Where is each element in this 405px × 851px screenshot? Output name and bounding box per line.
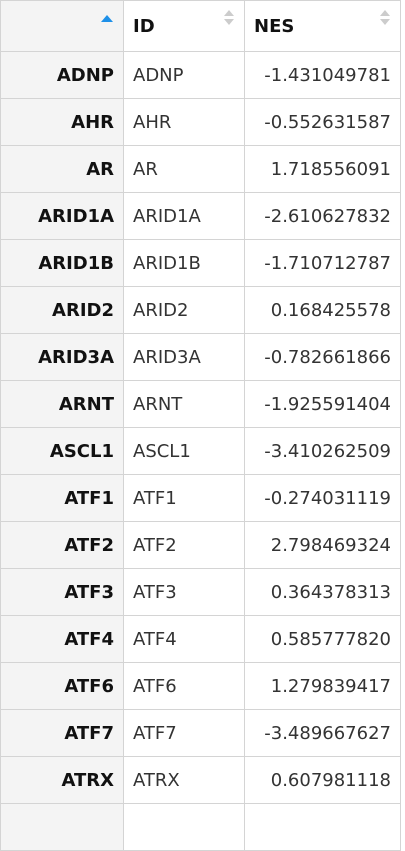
id-header-label: ID xyxy=(133,15,155,37)
rowname-column-header[interactable] xyxy=(0,0,124,52)
row-name-cell: ASCL1 xyxy=(0,427,124,475)
nes-cell: -0.782661866 xyxy=(244,333,401,381)
id-cell: ATF2 xyxy=(123,521,245,569)
nes-cell: -1.431049781 xyxy=(244,51,401,99)
id-cell: ARID1B xyxy=(123,239,245,287)
id-cell: ATF7 xyxy=(123,709,245,757)
sort-both-icon[interactable] xyxy=(380,10,390,26)
table-row[interactable]: ARID2 ARID2 0.168425578 xyxy=(0,286,401,334)
nes-column-header[interactable]: NES xyxy=(244,0,401,52)
nes-cell: -1.710712787 xyxy=(244,239,401,287)
table-row[interactable] xyxy=(0,803,401,851)
table-row[interactable]: ATF2 ATF2 2.798469324 xyxy=(0,521,401,569)
nes-cell: -1.925591404 xyxy=(244,380,401,428)
table-body: ADNP ADNP -1.431049781 AHR AHR -0.552631587 AR… xyxy=(0,51,401,851)
row-name-cell: ARID1B xyxy=(0,239,124,287)
table-row[interactable]: AR AR 1.718556091 xyxy=(0,145,401,193)
nes-cell: 0.585777820 xyxy=(244,615,401,663)
table-row[interactable]: ARID1B ARID1B -1.710712787 xyxy=(0,239,401,287)
row-name-cell: ATRX xyxy=(0,756,124,804)
table-row[interactable]: AHR AHR -0.552631587 xyxy=(0,98,401,146)
row-name-cell: ARID3A xyxy=(0,333,124,381)
nes-cell: 0.168425578 xyxy=(244,286,401,334)
table-row[interactable]: ARID1A ARID1A -2.610627832 xyxy=(0,192,401,240)
nes-cell: 1.279839417 xyxy=(244,662,401,710)
row-name-cell: ADNP xyxy=(0,51,124,99)
sort-ascending-icon[interactable] xyxy=(101,15,113,31)
id-cell: ATF1 xyxy=(123,474,245,522)
nes-cell: 1.718556091 xyxy=(244,145,401,193)
table-row[interactable]: ATF1 ATF1 -0.274031119 xyxy=(0,474,401,522)
table-row[interactable]: ADNP ADNP -1.431049781 xyxy=(0,51,401,99)
row-name-cell: ARNT xyxy=(0,380,124,428)
table-row[interactable]: ATF7 ATF7 -3.489667627 xyxy=(0,709,401,757)
row-name-cell: AR xyxy=(0,145,124,193)
nes-cell: -2.610627832 xyxy=(244,192,401,240)
row-name-cell: ATF3 xyxy=(0,568,124,616)
row-name-cell: ATF1 xyxy=(0,474,124,522)
id-cell: ARNT xyxy=(123,380,245,428)
nes-cell: -0.552631587 xyxy=(244,98,401,146)
table-row[interactable]: ARID3A ARID3A -0.782661866 xyxy=(0,333,401,381)
empty-cell xyxy=(0,803,124,851)
id-cell: ATF4 xyxy=(123,615,245,663)
table-row[interactable]: ATF3 ATF3 0.364378313 xyxy=(0,568,401,616)
id-cell: AR xyxy=(123,145,245,193)
nes-cell: 0.607981118 xyxy=(244,756,401,804)
id-cell: ATF3 xyxy=(123,568,245,616)
row-name-cell: ARID1A xyxy=(0,192,124,240)
table-header: ID NES xyxy=(0,0,401,52)
row-name-cell: ATF2 xyxy=(0,521,124,569)
row-name-cell: ATF4 xyxy=(0,615,124,663)
id-cell: ADNP xyxy=(123,51,245,99)
nes-cell: 0.364378313 xyxy=(244,568,401,616)
nes-cell: -3.410262509 xyxy=(244,427,401,475)
nes-header-label: NES xyxy=(254,15,295,37)
row-name-cell: ARID2 xyxy=(0,286,124,334)
row-name-cell: ATF6 xyxy=(0,662,124,710)
table-row[interactable]: ATF6 ATF6 1.279839417 xyxy=(0,662,401,710)
nes-cell: -0.274031119 xyxy=(244,474,401,522)
table-row[interactable]: ARNT ARNT -1.925591404 xyxy=(0,380,401,428)
empty-cell xyxy=(244,803,401,851)
sort-both-icon[interactable] xyxy=(224,10,234,26)
id-column-header[interactable]: ID xyxy=(123,0,245,52)
table-row[interactable]: ATRX ATRX 0.607981118 xyxy=(0,756,401,804)
id-cell: ARID2 xyxy=(123,286,245,334)
header-row: ID NES xyxy=(0,0,401,52)
table-row[interactable]: ASCL1 ASCL1 -3.410262509 xyxy=(0,427,401,475)
row-name-cell: AHR xyxy=(0,98,124,146)
table-row[interactable]: ATF4 ATF4 0.585777820 xyxy=(0,615,401,663)
id-cell: ARID1A xyxy=(123,192,245,240)
id-cell: ARID3A xyxy=(123,333,245,381)
nes-cell: -3.489667627 xyxy=(244,709,401,757)
id-cell: AHR xyxy=(123,98,245,146)
id-cell: ASCL1 xyxy=(123,427,245,475)
nes-cell: 2.798469324 xyxy=(244,521,401,569)
id-cell: ATRX xyxy=(123,756,245,804)
empty-cell xyxy=(123,803,245,851)
id-cell: ATF6 xyxy=(123,662,245,710)
row-name-cell: ATF7 xyxy=(0,709,124,757)
